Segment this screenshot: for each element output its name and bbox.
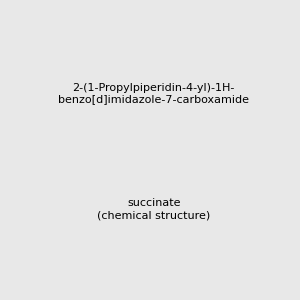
Text: succinate
(chemical structure): succinate (chemical structure) [97, 199, 210, 220]
Text: 2-(1-Propylpiperidin-4-yl)-1H-
benzo[d]imidazole-7-carboxamide: 2-(1-Propylpiperidin-4-yl)-1H- benzo[d]i… [58, 83, 249, 105]
